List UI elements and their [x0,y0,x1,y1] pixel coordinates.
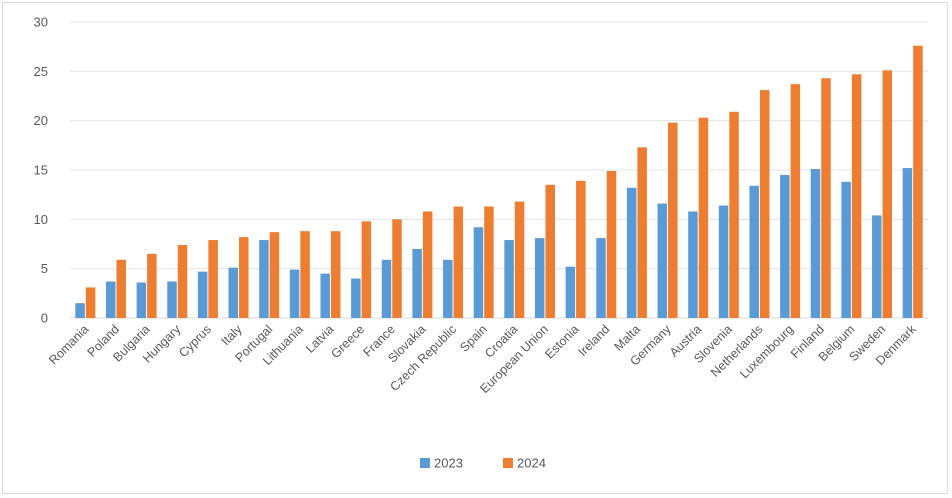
bar-2023-bulgaria [136,282,147,318]
bar-2024-france [392,219,402,318]
y-tick-label: 0 [41,311,48,326]
bar-2023-belgium [841,181,851,318]
bar-2023-slovakia [412,248,422,318]
bar-2023-france [381,259,392,318]
bar-2024-belgium [851,74,862,318]
bar-2023-germany [657,203,668,318]
bar-2023-hungary [167,281,177,318]
y-tick-label: 10 [34,212,48,227]
legend-swatch-2024 [503,458,513,468]
bar-2024-finland [821,78,831,319]
bar-2024-spain [484,206,494,318]
bar-2024-austria [698,117,709,318]
bar-2023-european-union [534,238,545,318]
bar-2023-croatia [504,240,514,318]
bar-2023-italy [228,267,239,318]
bar-2024-germany [668,122,678,318]
bar-2024-bulgaria [147,253,157,318]
bar-2024-estonia [576,180,586,318]
bar-2024-greece [361,221,372,318]
bar-2024-slovakia [422,211,433,318]
x-category-label: Greece [328,322,367,361]
legend-label-2023: 2023 [434,456,463,471]
bar-2024-croatia [514,201,525,318]
y-tick-label: 5 [41,261,48,276]
x-category-label: Romania [46,322,91,367]
legend-label-2024: 2024 [517,456,546,471]
bar-2024-slovenia [729,111,739,318]
bar-2024-denmark [913,45,923,319]
bar-2024-lithuania [300,231,310,318]
y-tick-label: 25 [34,64,48,79]
bar-2023-poland [105,281,116,318]
bar-2024-cyprus [208,240,218,318]
y-tick-label: 20 [34,113,48,128]
bar-2023-netherlands [749,185,759,318]
bar-2024-hungary [177,244,188,318]
bar-2023-cyprus [197,271,208,318]
bar-2024-sweden [882,70,893,318]
bar-2024-european-union [545,184,555,318]
bar-2023-sweden [872,215,882,318]
bar-2024-italy [239,237,249,318]
bar-2023-portugal [259,240,269,318]
legend-swatch-2023 [420,458,430,468]
bar-2023-greece [351,278,361,318]
bar-2023-denmark [902,168,913,318]
bar-2023-romania [75,303,85,318]
bar-2024-ireland [606,170,617,318]
bar-2023-malta [626,187,637,318]
y-tick-label: 30 [34,15,48,30]
bar-2023-austria [688,211,698,318]
bar-2023-czech-republic [443,259,453,318]
bar-2024-luxembourg [790,84,801,318]
x-category-label: Italy [219,322,246,349]
bar-2023-slovenia [718,205,729,318]
x-category-label: Cyprus [176,322,214,360]
bar-2023-luxembourg [780,174,790,318]
bar-2023-lithuania [289,269,300,318]
bar-2024-poland [116,259,126,318]
bar-2023-estonia [565,266,576,318]
bar-2024-romania [85,287,96,318]
bar-2024-malta [637,147,647,318]
bar-2023-ireland [596,238,606,318]
x-category-label: Ireland [575,322,612,359]
x-category-label: Estonia [542,322,581,361]
bar-2024-portugal [269,232,280,318]
bar-2023-spain [473,227,484,318]
bar-2024-netherlands [759,90,770,318]
bar-2023-finland [810,169,821,318]
bar-2024-czech-republic [453,206,464,318]
bar-2024-latvia [330,231,341,318]
y-tick-label: 15 [34,163,48,178]
bar-2023-latvia [320,273,330,318]
